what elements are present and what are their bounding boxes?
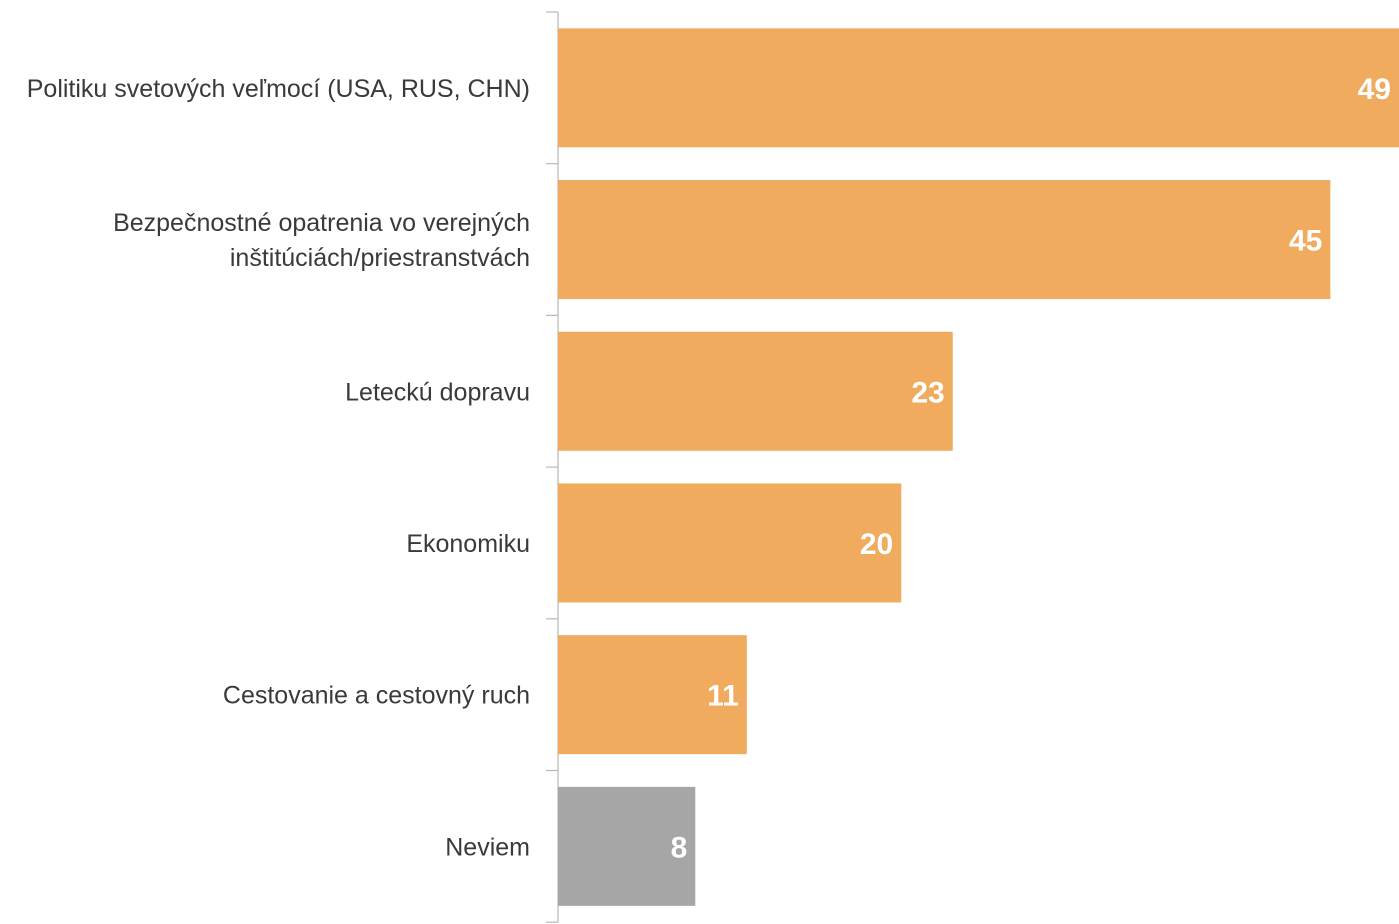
value-label: 49 bbox=[1358, 73, 1391, 106]
category-label-line: Ekonomiku bbox=[406, 530, 530, 558]
category-label: Cestovanie a cestovný ruch bbox=[223, 682, 530, 710]
category-label: Ekonomiku bbox=[406, 530, 530, 558]
value-label: 45 bbox=[1289, 225, 1322, 258]
category-label: Leteckú dopravu bbox=[345, 378, 530, 406]
value-label: 11 bbox=[707, 680, 739, 713]
value-labels: 49 45 23 20 11 8 bbox=[671, 73, 1391, 864]
category-label: Politiku svetových veľmocí (USA, RUS, CH… bbox=[27, 75, 530, 103]
bar bbox=[558, 786, 696, 906]
bar bbox=[558, 331, 953, 451]
value-label: 23 bbox=[911, 376, 944, 409]
category-label-line: Neviem bbox=[445, 833, 530, 861]
category-label-line: Bezpečnostné opatrenia vo verejných bbox=[113, 209, 530, 237]
category-label-line: Politiku svetových veľmocí (USA, RUS, CH… bbox=[27, 75, 530, 103]
bars bbox=[558, 28, 1399, 906]
value-label: 20 bbox=[860, 528, 893, 561]
category-label-line: inštitúciách/priestranstvách bbox=[230, 244, 530, 272]
bar bbox=[558, 635, 747, 755]
bar bbox=[558, 483, 902, 603]
bar bbox=[558, 28, 1399, 148]
bar bbox=[558, 180, 1331, 300]
category-label-line: Leteckú dopravu bbox=[345, 378, 530, 406]
category-label: Bezpečnostné opatrenia vo verejných inšti… bbox=[113, 209, 530, 272]
category-labels: Politiku svetových veľmocí (USA, RUS, CH… bbox=[27, 75, 530, 861]
category-axis bbox=[546, 11, 559, 923]
value-label: 8 bbox=[671, 831, 688, 864]
category-label: Neviem bbox=[445, 833, 530, 861]
category-label-line: Cestovanie a cestovný ruch bbox=[223, 682, 530, 710]
